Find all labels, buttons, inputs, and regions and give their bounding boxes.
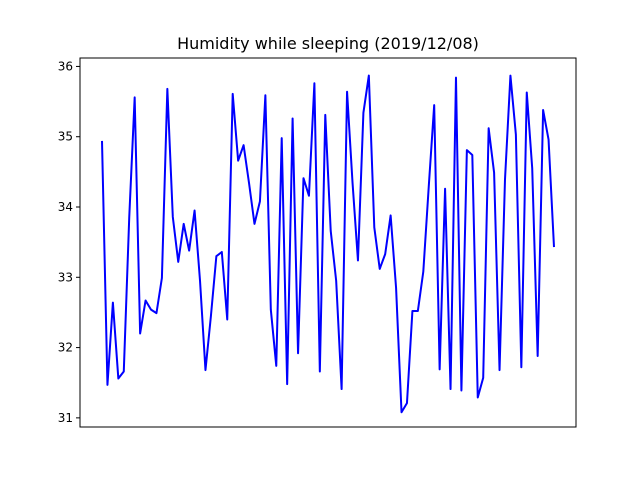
y-tick-label: 35 — [58, 130, 73, 144]
y-axis-ticks: 31 32 33 34 35 36 — [58, 59, 80, 425]
humidity-series-line — [101, 74, 555, 414]
y-tick-label: 34 — [58, 200, 73, 214]
plot-area-frame — [79, 57, 577, 428]
y-tick-label: 32 — [58, 341, 73, 355]
y-tick-label: 33 — [58, 270, 73, 284]
y-tick-label: 31 — [58, 411, 73, 425]
chart-title: Humidity while sleeping (2019/12/08) — [177, 34, 479, 53]
y-tick-label: 36 — [58, 59, 73, 73]
